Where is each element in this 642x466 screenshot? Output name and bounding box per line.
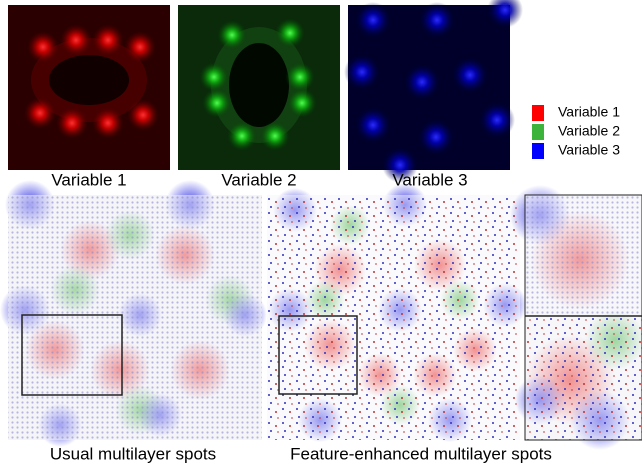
legend-label: Variable 1 xyxy=(558,104,620,120)
legend-label: Variable 2 xyxy=(558,123,620,139)
legend-swatch xyxy=(532,124,544,140)
usual-spots-image xyxy=(0,180,267,447)
variable-2-image xyxy=(178,5,340,170)
caption: Feature-enhanced multilayer spots xyxy=(290,444,552,463)
legend-swatch xyxy=(532,143,544,159)
legend-label: Variable 3 xyxy=(558,142,620,158)
caption: Variable 2 xyxy=(221,170,296,189)
legend: Variable 1 Variable 2 Variable 3 xyxy=(532,104,620,159)
caption: Usual multilayer spots xyxy=(50,444,216,463)
zoom-image xyxy=(510,185,642,450)
caption: Variable 1 xyxy=(51,170,126,189)
figure: Variable 1 Variable 2 Variable 3 Variabl… xyxy=(0,0,642,466)
variable-3-image xyxy=(344,0,523,183)
feature-enhanced-spots-image xyxy=(267,183,527,442)
variable-1-image xyxy=(8,5,170,170)
legend-swatch xyxy=(532,105,544,121)
